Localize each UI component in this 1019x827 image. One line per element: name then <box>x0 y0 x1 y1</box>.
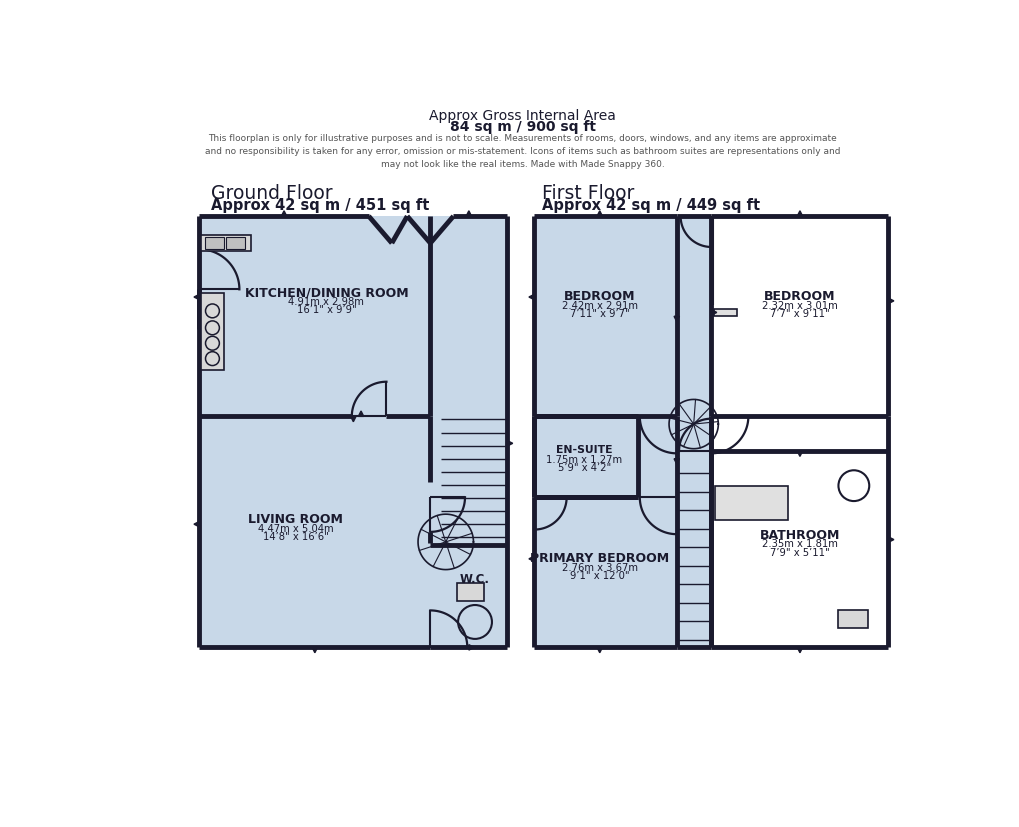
Text: First Floor: First Floor <box>541 184 634 203</box>
Bar <box>676 217 710 648</box>
Polygon shape <box>194 295 199 300</box>
Text: PRIMARY BEDROOM: PRIMARY BEDROOM <box>530 551 668 564</box>
Text: 4.91m x 2.98m: 4.91m x 2.98m <box>288 297 364 307</box>
Polygon shape <box>797 452 802 457</box>
Text: ESTATE AGENTS: ESTATE AGENTS <box>232 452 504 481</box>
Bar <box>430 217 506 648</box>
Polygon shape <box>506 441 513 447</box>
Bar <box>534 498 676 648</box>
Text: 2.76m x 3.67m: 2.76m x 3.67m <box>561 562 637 571</box>
Polygon shape <box>469 645 474 650</box>
Bar <box>199 417 430 648</box>
Bar <box>534 417 676 498</box>
Polygon shape <box>466 212 471 217</box>
Polygon shape <box>529 295 534 300</box>
Text: KITCHEN/DINING ROOM: KITCHEN/DINING ROOM <box>245 286 408 299</box>
Polygon shape <box>888 538 893 543</box>
Text: BEDROOM: BEDROOM <box>564 289 635 303</box>
Text: EN-SUITE: EN-SUITE <box>555 445 612 455</box>
Text: LIVING ROOM: LIVING ROOM <box>248 513 342 526</box>
Bar <box>201 294 224 370</box>
Bar <box>534 217 676 417</box>
Text: BEDROOM: BEDROOM <box>763 289 835 303</box>
Polygon shape <box>674 459 679 465</box>
Text: Ground Floor: Ground Floor <box>211 184 332 203</box>
Polygon shape <box>194 522 199 528</box>
Bar <box>710 452 888 648</box>
Bar <box>838 609 867 629</box>
Text: 4.47m x 5.04m: 4.47m x 5.04m <box>258 523 333 533</box>
Polygon shape <box>312 648 317 653</box>
Text: 7’11" x 9’7": 7’11" x 9’7" <box>570 308 629 318</box>
Polygon shape <box>797 648 802 653</box>
Polygon shape <box>358 412 364 417</box>
Text: 2.32m x 3.01m: 2.32m x 3.01m <box>761 300 837 310</box>
Text: 84 sq m / 900 sq ft: 84 sq m / 900 sq ft <box>449 120 595 134</box>
Polygon shape <box>596 212 602 217</box>
Bar <box>199 217 430 417</box>
Bar <box>457 583 484 601</box>
Bar <box>713 309 736 317</box>
Polygon shape <box>351 417 356 423</box>
Bar <box>710 452 888 648</box>
Polygon shape <box>797 212 802 217</box>
Text: 1.75m x 1.27m: 1.75m x 1.27m <box>546 454 622 464</box>
Text: This floorplan is only for illustrative purposes and is not to scale. Measuremen: This floorplan is only for illustrative … <box>205 134 840 170</box>
Polygon shape <box>674 317 679 323</box>
Text: 7’7" x 9’11": 7’7" x 9’11" <box>769 308 829 318</box>
Text: JUDDS: JUDDS <box>232 384 504 457</box>
Polygon shape <box>596 648 602 653</box>
Bar <box>201 237 251 251</box>
Text: Approx 42 sq m / 451 sq ft: Approx 42 sq m / 451 sq ft <box>211 198 429 213</box>
Polygon shape <box>281 212 286 217</box>
Polygon shape <box>529 557 534 562</box>
Bar <box>225 237 245 250</box>
Text: 7’9" x 5’11": 7’9" x 5’11" <box>769 547 829 557</box>
Text: BATHROOM: BATHROOM <box>759 528 840 541</box>
Text: 2.42m x 2.91m: 2.42m x 2.91m <box>561 300 637 310</box>
Text: W.C.: W.C. <box>460 572 489 585</box>
Text: 14’8" x 16’6": 14’8" x 16’6" <box>263 532 328 542</box>
Bar <box>714 486 788 521</box>
Text: Approx 42 sq m / 449 sq ft: Approx 42 sq m / 449 sq ft <box>541 198 759 213</box>
Bar <box>205 237 224 250</box>
Polygon shape <box>710 310 716 316</box>
Bar <box>710 217 888 417</box>
Bar <box>710 217 888 417</box>
Polygon shape <box>888 299 893 304</box>
Text: 9’1" x 12’0": 9’1" x 12’0" <box>570 571 629 581</box>
Text: Approx Gross Internal Area: Approx Gross Internal Area <box>429 109 615 123</box>
Text: 2.35m x 1.81m: 2.35m x 1.81m <box>761 538 837 549</box>
Text: 5’9" x 4’2": 5’9" x 4’2" <box>557 462 610 472</box>
Text: 16’1" x 9’9": 16’1" x 9’9" <box>297 305 356 315</box>
